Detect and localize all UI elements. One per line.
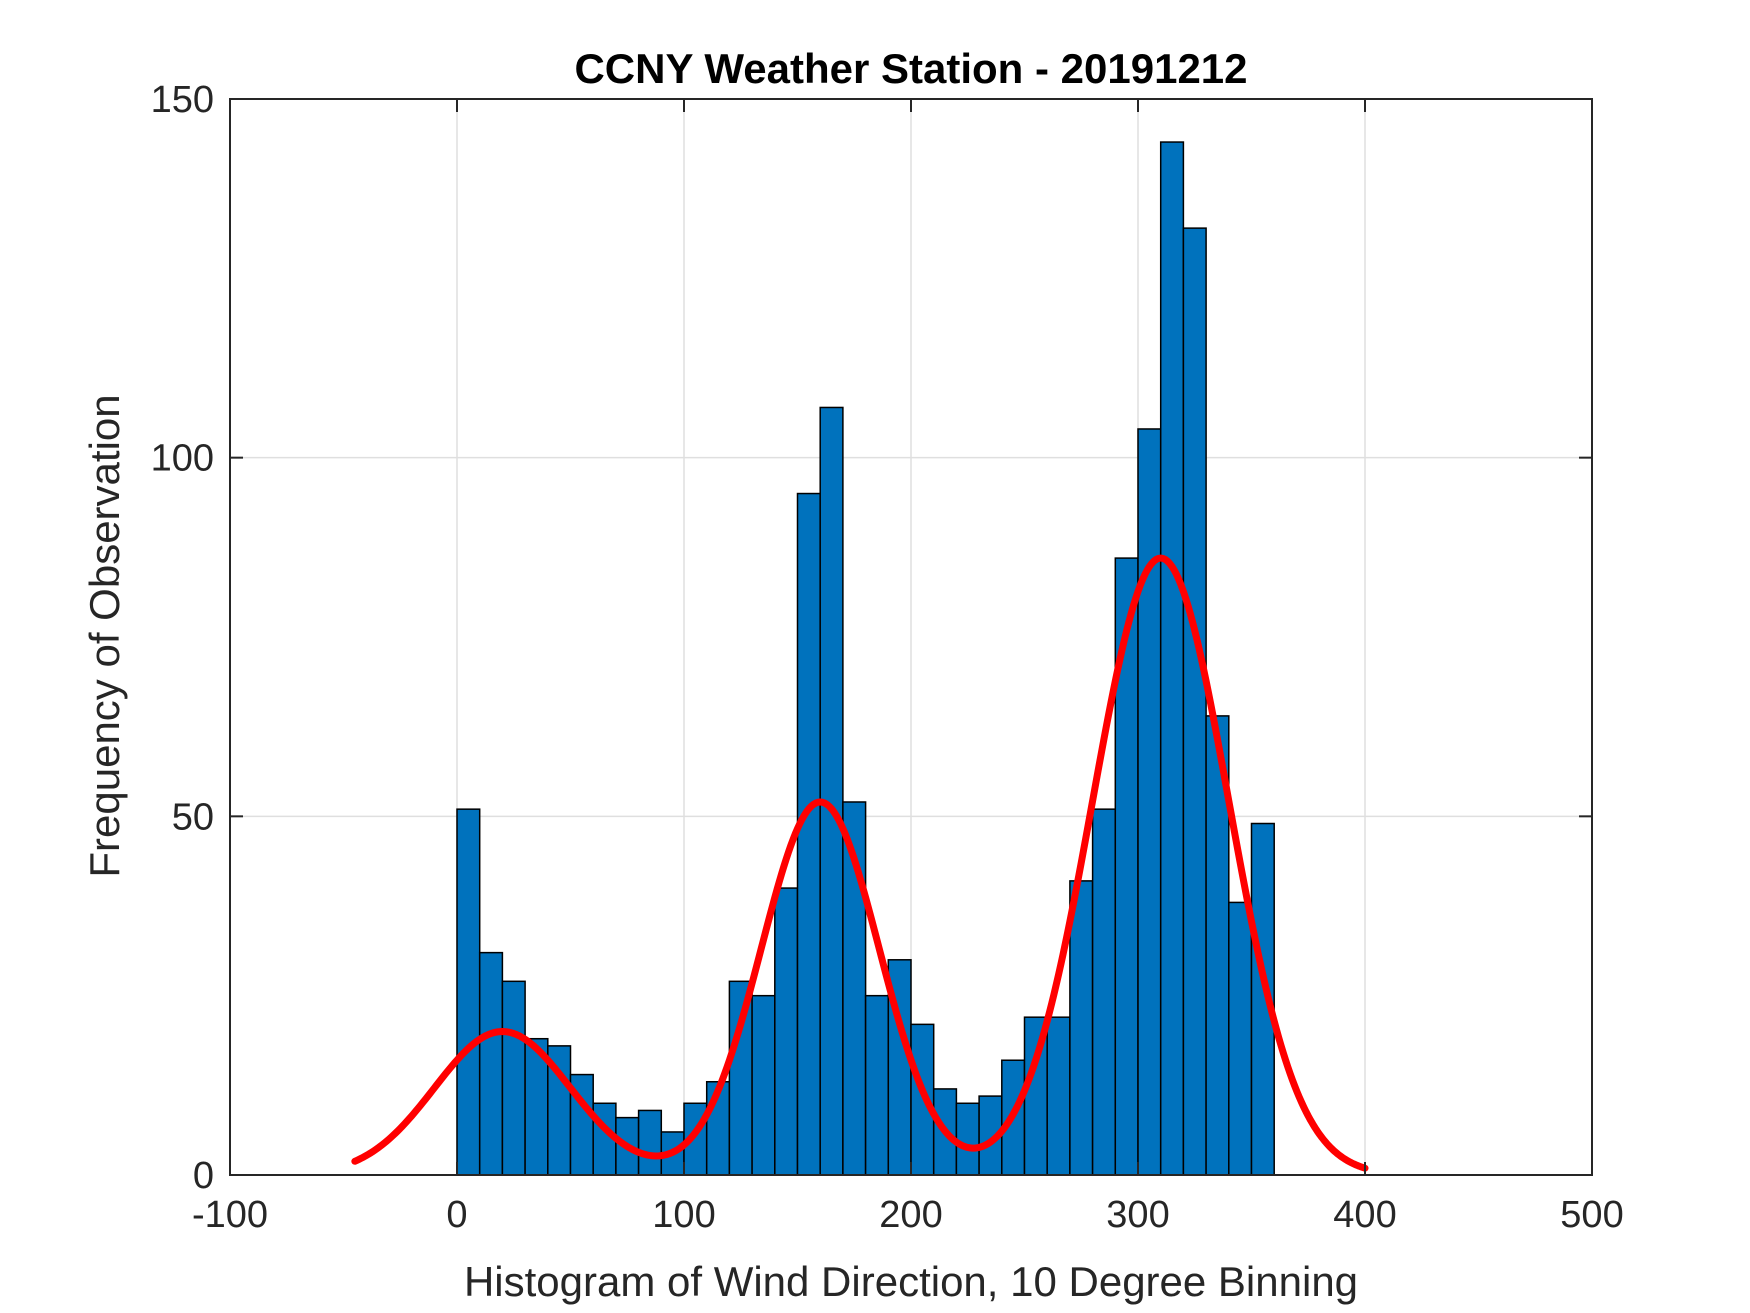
y-axis-label: Frequency of Observation: [81, 394, 128, 877]
histogram-bar: [751, 994, 776, 1176]
histogram-bar: [478, 951, 504, 1176]
histogram-bar: [774, 887, 799, 1176]
histogram-bar: [796, 492, 821, 1176]
histogram-bar: [1228, 901, 1253, 1176]
histogram-bar: [1137, 428, 1162, 1176]
x-tick-label: 400: [1333, 1194, 1396, 1236]
histogram-bar: [864, 994, 890, 1176]
histogram-bar: [1091, 808, 1117, 1176]
histogram-bar: [819, 406, 844, 1176]
y-tick-label: 0: [193, 1155, 214, 1197]
x-tick-label: 500: [1560, 1194, 1623, 1236]
x-tick-label: 200: [879, 1194, 942, 1236]
y-tick-label: 100: [151, 438, 214, 480]
histogram-bar: [1182, 227, 1207, 1176]
fit-curve-layer: [351, 554, 1369, 1172]
histogram-bar: [955, 1102, 980, 1176]
fit-curve-line: [351, 554, 1369, 1172]
histogram-bar: [1069, 880, 1094, 1176]
histogram-bar: [728, 980, 753, 1176]
x-tick-label: 0: [446, 1194, 467, 1236]
histogram-bar: [1046, 1016, 1071, 1176]
x-axis-label: Histogram of Wind Direction, 10 Degree B…: [464, 1258, 1358, 1305]
histogram-bar: [501, 980, 526, 1176]
chart-title: CCNY Weather Station - 20191212: [574, 45, 1247, 92]
y-tick-label: 150: [151, 79, 214, 121]
histogram-bar: [1159, 141, 1185, 1176]
x-tick-label: -100: [192, 1194, 268, 1236]
x-tick-label: 100: [652, 1194, 715, 1236]
y-tick-label: 50: [172, 796, 214, 838]
histogram-bar: [456, 808, 481, 1176]
x-tick-label: 300: [1106, 1194, 1169, 1236]
axes-box: [229, 98, 1593, 1176]
histogram-bar: [637, 1109, 663, 1176]
